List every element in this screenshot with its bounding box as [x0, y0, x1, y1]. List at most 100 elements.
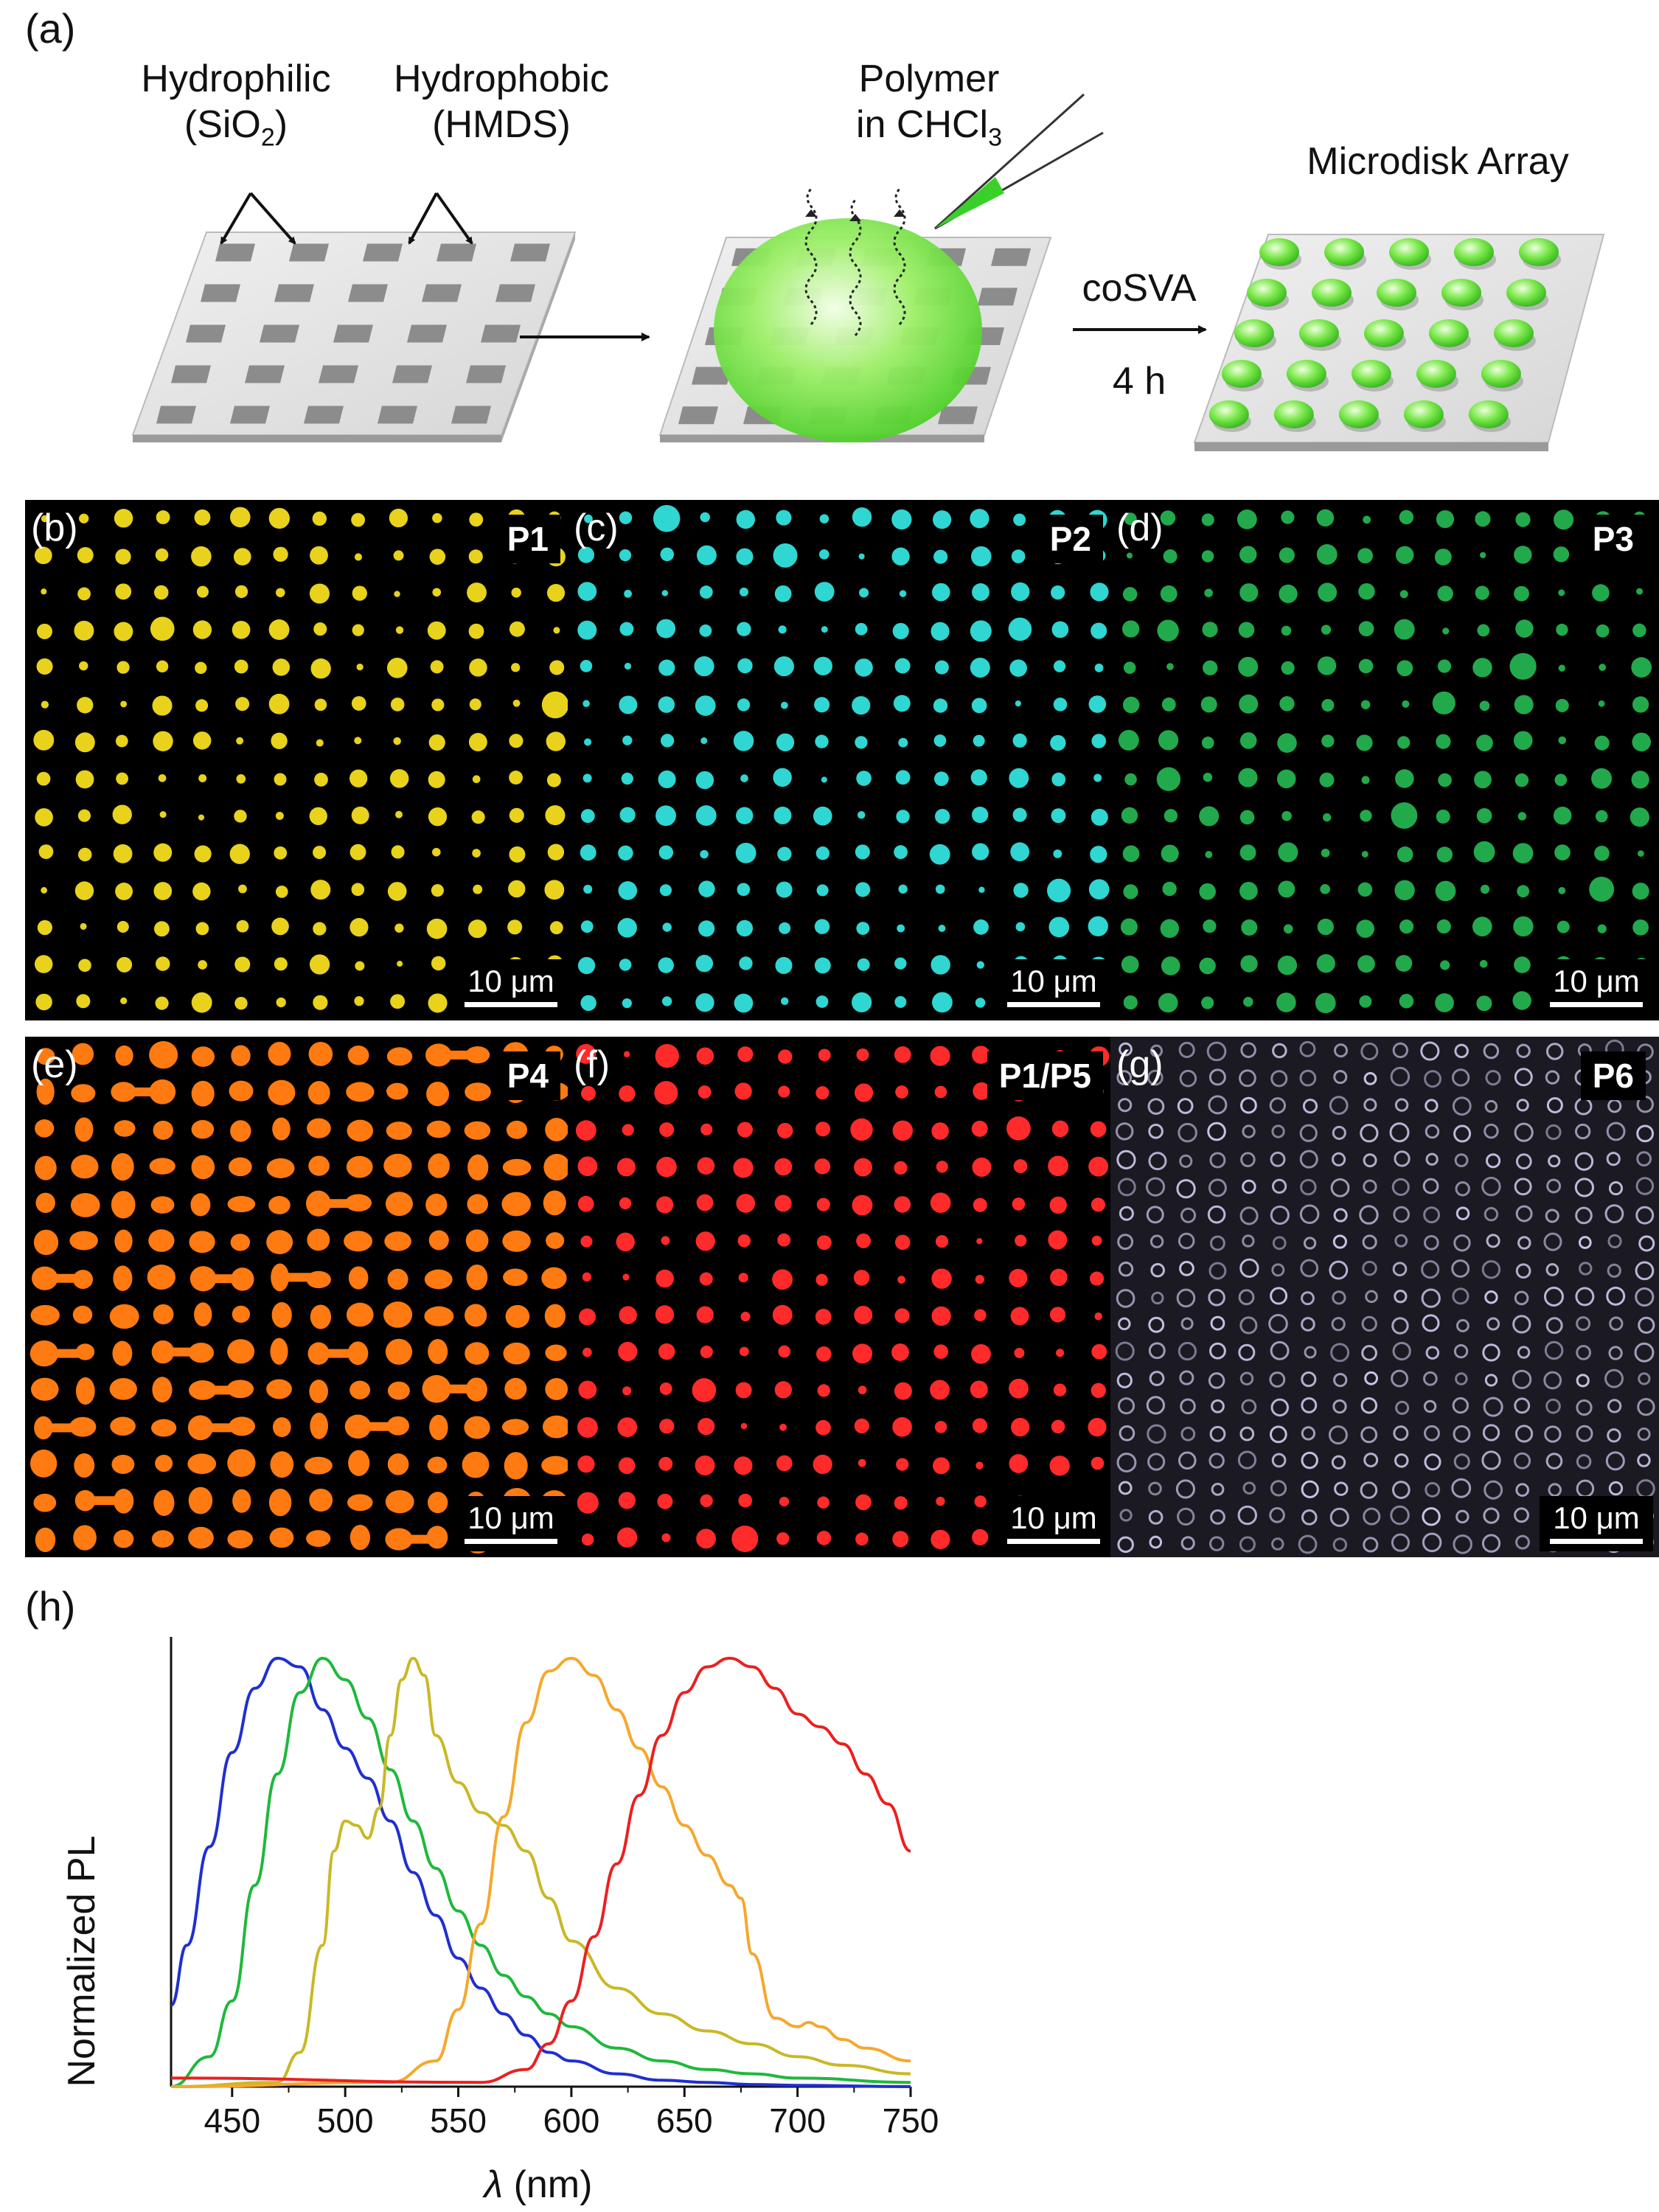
microdisk-dot	[1158, 992, 1178, 1013]
ring-disk	[1545, 1070, 1560, 1085]
microdisk-dot	[736, 1194, 756, 1213]
microdisk-dot	[189, 1266, 217, 1292]
microdisk-dot	[424, 1306, 454, 1326]
microdisk-dot	[976, 961, 984, 969]
microdisk-dot	[695, 1231, 715, 1251]
microdisk	[1298, 319, 1339, 347]
microdisk-dot	[1555, 698, 1569, 712]
microdisk	[1311, 279, 1352, 307]
ring-disk	[1452, 1096, 1472, 1116]
microdisk-dot	[776, 509, 792, 526]
ring-disk	[1638, 1235, 1655, 1252]
ring-disk	[1638, 1372, 1651, 1385]
microdisk-dot	[386, 1082, 408, 1100]
microdisk-dot	[426, 1526, 448, 1549]
microdisk-dot	[236, 774, 246, 784]
microdisk-dot	[855, 882, 871, 897]
microdisk-dot	[1047, 878, 1071, 902]
microdisk-dot	[545, 1344, 567, 1361]
ring-disk	[1543, 1371, 1562, 1390]
microdisk-dot	[35, 1155, 57, 1180]
microdisk-dot	[970, 546, 992, 567]
microdisk-dot	[387, 1453, 409, 1475]
microdisk	[1221, 360, 1262, 388]
microdisk-dot	[111, 1454, 135, 1475]
microdisk-dot	[74, 1117, 94, 1142]
pl-spectrum-series-3	[170, 1657, 911, 2088]
microdisk-dot	[1434, 549, 1452, 566]
ring-disk	[1481, 1176, 1501, 1197]
microdisk-dot	[427, 1456, 448, 1474]
microdisk-dot	[1436, 809, 1450, 824]
microdisk	[1493, 319, 1534, 347]
ring-disk	[1329, 1507, 1349, 1527]
microdisk-dot	[1636, 588, 1644, 595]
ring-disk	[1394, 1098, 1409, 1112]
microdisk-dot	[232, 1489, 251, 1513]
microdisk-dot	[894, 1161, 908, 1175]
ring-disk	[1604, 1204, 1624, 1224]
microdisk-dot	[577, 546, 594, 563]
microdisk-dot	[158, 773, 167, 782]
microdisk-dot	[776, 1455, 793, 1472]
microdisk-dot	[390, 994, 406, 1009]
microdisk-dot	[815, 1309, 832, 1325]
ring-disk	[1453, 1234, 1471, 1252]
microdisk-dot	[472, 849, 481, 858]
microdisk-dot	[659, 884, 672, 897]
microdisk-dot	[349, 844, 366, 860]
microdisk-dot	[238, 884, 247, 894]
microdisk-dot	[511, 663, 521, 672]
ring-disk	[1270, 1151, 1286, 1167]
microdisk-dot	[891, 509, 912, 530]
microdisk-dot	[1166, 663, 1174, 670]
microdisk-dot	[232, 1305, 251, 1323]
microdisk-dot	[465, 1304, 487, 1327]
microdisk-dot	[699, 585, 713, 599]
microdisk-dot	[734, 993, 754, 1013]
microdisk-dot	[1554, 773, 1568, 787]
microdisk-dot	[155, 548, 169, 562]
microdisk-dot	[352, 624, 364, 636]
microdisk-dot	[272, 1117, 291, 1141]
microdisk-dot	[428, 1230, 449, 1251]
ring-disk	[1210, 1315, 1225, 1331]
ring-disk	[1606, 1121, 1626, 1141]
ring-disk	[1545, 1043, 1564, 1060]
microdisk-dot	[854, 1418, 869, 1434]
ring-disk	[1515, 1263, 1531, 1279]
microdisk-dot	[426, 1081, 450, 1107]
microdisk-dot	[276, 997, 286, 1008]
microdisk-dot	[153, 585, 169, 600]
microdisk-dot	[345, 1194, 372, 1212]
ring-disk	[1116, 1453, 1137, 1472]
microdisk-dot	[1432, 691, 1455, 715]
microdisk-dot	[275, 886, 288, 898]
microdisk-dot	[619, 959, 632, 971]
microdisk-dot	[501, 1192, 532, 1217]
microdisk-dot	[1558, 736, 1567, 745]
microdisk-dot	[1012, 1197, 1026, 1211]
ring-disk	[1299, 1204, 1320, 1225]
microdisk-dot	[465, 1082, 491, 1102]
microdisk-dot	[1011, 582, 1030, 602]
microdisk-dot	[657, 1493, 673, 1509]
microdisk-dot	[1278, 880, 1295, 898]
ring-disk	[1422, 1314, 1440, 1332]
ring-disk	[1271, 1537, 1284, 1551]
scale-bar-text: 10 μm	[467, 1500, 554, 1535]
microdisk-dot	[1472, 917, 1492, 936]
microdisk-dot	[1161, 844, 1179, 863]
microdisk-dot	[351, 883, 365, 897]
microdisk-dot	[1553, 806, 1572, 825]
microdisk	[1234, 319, 1274, 347]
microdisk-dot	[1238, 622, 1255, 639]
microdisk-dot	[1050, 1268, 1068, 1287]
microdisk-dot	[818, 549, 830, 560]
chart-panel-letter: (h)	[25, 1583, 75, 1630]
ring-disk	[1635, 1177, 1655, 1195]
microdisk-dot	[1514, 546, 1532, 564]
ring-disk	[1576, 1425, 1593, 1442]
microdisk-dot	[972, 583, 990, 601]
scale-bar: 10 μm	[1540, 1496, 1653, 1551]
